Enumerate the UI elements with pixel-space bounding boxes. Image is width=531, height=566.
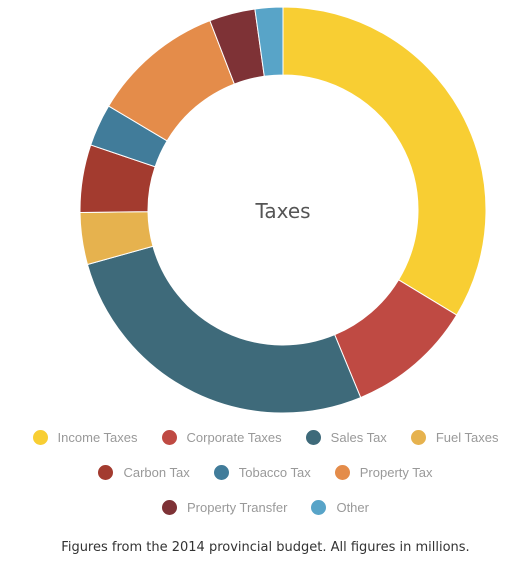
legend-label: Property Tax	[359, 465, 433, 480]
legend-item-property-tax[interactable]: Property Tax	[334, 465, 433, 480]
slice-sales-tax[interactable]	[86, 245, 362, 414]
legend-row-3: Property Transfer Other	[0, 500, 531, 515]
legend-item-corporate-taxes[interactable]: Corporate Taxes	[161, 430, 282, 445]
legend-item-other[interactable]: Other	[311, 500, 369, 515]
legend-swatch	[213, 465, 229, 480]
legend-label: Fuel Taxes	[435, 430, 499, 445]
legend-swatch	[162, 500, 178, 515]
legend-swatch	[161, 430, 177, 445]
legend-row-2: Carbon Tax Tobacco Tax Property Tax	[0, 465, 531, 480]
legend-item-property-transfer[interactable]: Property Transfer	[162, 500, 287, 515]
legend-item-tobacco-tax[interactable]: Tobacco Tax	[213, 465, 311, 480]
chart-center-label: Taxes	[254, 199, 310, 223]
legend-label: Tobacco Tax	[238, 465, 311, 480]
legend-label: Corporate Taxes	[186, 430, 282, 445]
legend-item-fuel-taxes[interactable]: Fuel Taxes	[410, 430, 499, 445]
legend-label: Carbon Tax	[123, 465, 190, 480]
legend-item-sales-tax[interactable]: Sales Tax	[305, 430, 387, 445]
chart-caption: Figures from the 2014 provincial budget.…	[61, 540, 470, 555]
legend-swatch	[311, 500, 327, 515]
legend-item-carbon-tax[interactable]: Carbon Tax	[98, 465, 190, 480]
legend-swatch	[410, 430, 426, 445]
legend-item-income-taxes[interactable]: Income Taxes	[32, 430, 138, 445]
legend-row-1: Income Taxes Corporate Taxes Sales Tax Fuel…	[0, 430, 531, 445]
legend-swatch	[334, 465, 350, 480]
donut-slices	[79, 6, 487, 414]
legend-label: Income Taxes	[57, 430, 138, 445]
legend-label: Other	[336, 500, 369, 515]
legend-swatch	[32, 430, 48, 445]
legend-swatch	[305, 430, 321, 445]
legend-label: Property Transfer	[187, 500, 288, 515]
slice-income-taxes[interactable]	[282, 6, 487, 316]
donut-chart: Taxes	[79, 6, 487, 414]
legend-swatch	[98, 465, 114, 480]
slice-other[interactable]	[254, 6, 284, 77]
legend-label: Sales Tax	[330, 430, 387, 445]
